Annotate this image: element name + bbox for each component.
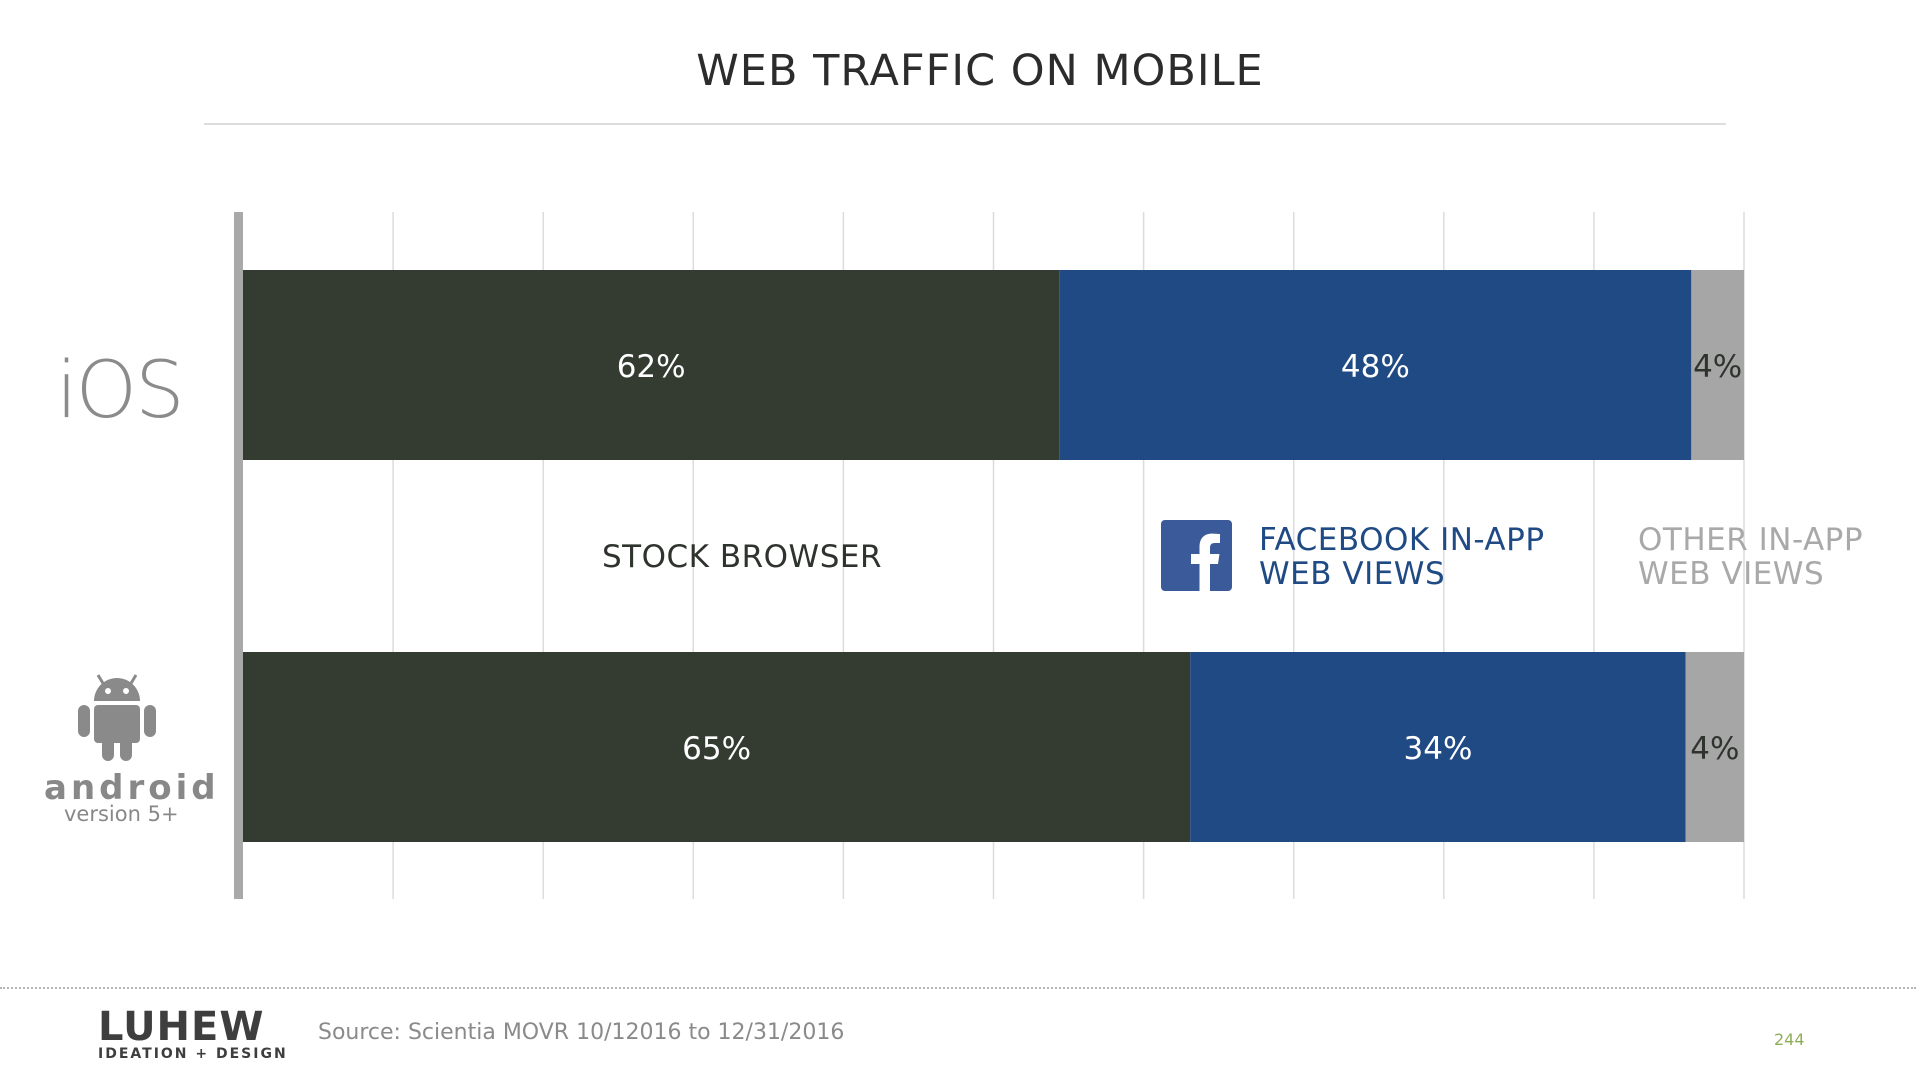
data-label: 4% — [1690, 731, 1739, 767]
y-axis-line — [234, 212, 243, 899]
legend-stock-browser: STOCK BROWSER — [602, 540, 882, 574]
bar-segment — [243, 652, 1191, 842]
data-label: 34% — [1404, 731, 1473, 767]
source-note: Source: Scientia MOVR 10/12016 to 12/31/… — [318, 1020, 845, 1045]
android-robot-icon — [78, 674, 156, 761]
legend-facebook-line1: FACEBOOK IN-APP — [1259, 522, 1545, 558]
luhew-logo: LUHEW IDEATION + DESIGN — [98, 1007, 288, 1062]
title-divider — [204, 123, 1726, 125]
data-label: 65% — [682, 731, 751, 767]
bar-segment — [1059, 270, 1692, 460]
android-version-label: version 5+ — [64, 802, 179, 826]
legend-other-line1: OTHER IN-APP — [1638, 522, 1864, 558]
facebook-icon — [1161, 520, 1232, 591]
page-number: 244 — [1774, 1030, 1805, 1049]
data-label: 62% — [617, 349, 686, 385]
bar-segment — [243, 270, 1060, 460]
android-wordmark: android — [44, 768, 220, 808]
legend-stock-label: STOCK BROWSER — [602, 539, 883, 575]
chart-title: WEB TRAFFIC ON MOBILE — [696, 46, 1264, 96]
legend-other-line2: WEB VIEWS — [1638, 556, 1825, 592]
data-label: 4% — [1693, 349, 1742, 385]
legend-other: OTHER IN-APP WEB VIEWS — [1638, 523, 1863, 591]
bars-group: 62% 48% 4% 65% 34% 4% — [243, 270, 1744, 842]
logo-wordmark: LUHEW — [98, 1007, 288, 1047]
footer-divider — [0, 987, 1916, 989]
legend-facebook-line2: WEB VIEWS — [1259, 556, 1446, 592]
bar-segment — [1685, 652, 1744, 842]
logo-letters: LUHEW — [98, 1004, 265, 1050]
data-label: 48% — [1341, 349, 1410, 385]
bar-segment — [1691, 270, 1744, 460]
ios-label: iOS — [56, 346, 185, 436]
legend-facebook: FACEBOOK IN-APP WEB VIEWS — [1259, 523, 1545, 591]
bar-segment — [1190, 652, 1686, 842]
logo-tagline: IDEATION + DESIGN — [98, 1046, 288, 1062]
